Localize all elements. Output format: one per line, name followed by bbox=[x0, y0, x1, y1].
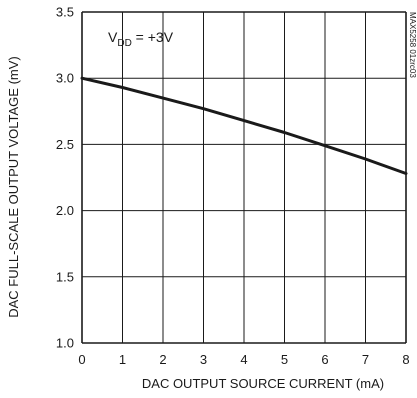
x-tick-label: 5 bbox=[281, 352, 288, 367]
vdd-annotation: VDD = +3V bbox=[108, 29, 174, 49]
y-tick-labels: 3.5 3.0 2.5 2.0 1.5 1.0 bbox=[56, 5, 74, 351]
part-code-label: MAX5258 01zrc03 bbox=[408, 12, 417, 78]
x-tick-label: 3 bbox=[200, 352, 207, 367]
x-tick-label: 0 bbox=[78, 352, 85, 367]
x-tick-labels: 0 1 2 3 4 5 6 7 8 bbox=[78, 352, 409, 367]
x-tick-label: 7 bbox=[362, 352, 369, 367]
series-line bbox=[80, 76, 408, 175]
x-axis-title: DAC OUTPUT SOURCE CURRENT (mA) bbox=[142, 376, 384, 391]
x-tick-label: 8 bbox=[402, 352, 409, 367]
x-tick-label: 6 bbox=[321, 352, 328, 367]
y-tick-label: 1.5 bbox=[56, 269, 74, 284]
y-tick-label: 2.5 bbox=[56, 137, 74, 152]
y-tick-label: 3.5 bbox=[56, 5, 74, 20]
x-tick-label: 1 bbox=[119, 352, 126, 367]
grid bbox=[81, 11, 407, 344]
y-tick-label: 1.0 bbox=[56, 336, 74, 351]
x-tick-label: 2 bbox=[159, 352, 166, 367]
x-tick-label: 4 bbox=[240, 352, 247, 367]
y-axis-title: DAC FULL-SCALE OUTPUT VOLTAGE (mV) bbox=[6, 56, 21, 318]
y-tick-label: 2.0 bbox=[56, 203, 74, 218]
y-tick-label: 3.0 bbox=[56, 71, 74, 86]
series-layer bbox=[80, 76, 408, 175]
